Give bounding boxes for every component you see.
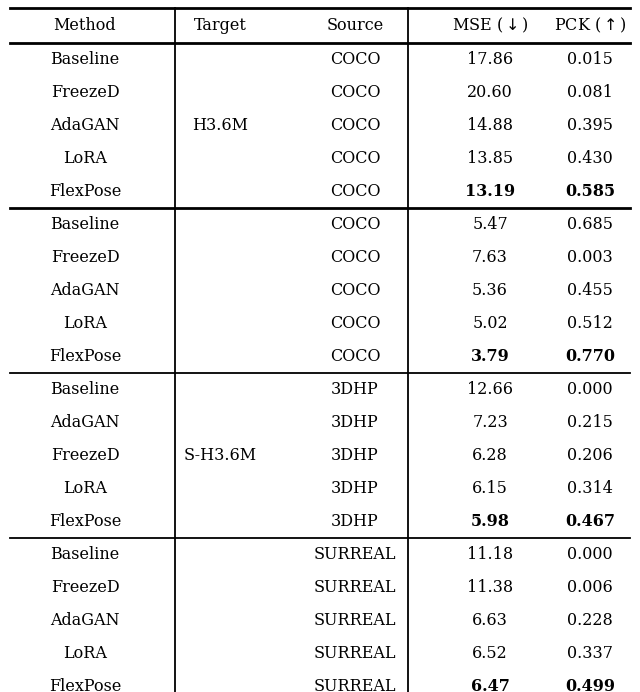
Text: FreezeD: FreezeD — [51, 579, 119, 596]
Text: 7.23: 7.23 — [472, 414, 508, 431]
Text: 0.000: 0.000 — [567, 546, 613, 563]
Text: Source: Source — [326, 17, 383, 34]
Text: Baseline: Baseline — [51, 546, 120, 563]
Text: 0.000: 0.000 — [567, 381, 613, 398]
Text: COCO: COCO — [330, 348, 380, 365]
Text: COCO: COCO — [330, 117, 380, 134]
Text: SURREAL: SURREAL — [314, 645, 396, 662]
Text: 11.18: 11.18 — [467, 546, 513, 563]
Text: COCO: COCO — [330, 150, 380, 167]
Text: 6.47: 6.47 — [470, 678, 509, 692]
Text: AdaGAN: AdaGAN — [51, 414, 120, 431]
Text: 6.15: 6.15 — [472, 480, 508, 497]
Text: 0.015: 0.015 — [567, 51, 613, 68]
Text: 0.455: 0.455 — [567, 282, 613, 299]
Text: 13.85: 13.85 — [467, 150, 513, 167]
Text: MSE ($\downarrow$): MSE ($\downarrow$) — [451, 16, 529, 35]
Text: Baseline: Baseline — [51, 216, 120, 233]
Text: COCO: COCO — [330, 249, 380, 266]
Text: 0.395: 0.395 — [567, 117, 613, 134]
Text: SURREAL: SURREAL — [314, 546, 396, 563]
Text: 0.206: 0.206 — [567, 447, 613, 464]
Text: 14.88: 14.88 — [467, 117, 513, 134]
Text: 0.512: 0.512 — [567, 315, 613, 332]
Text: 5.02: 5.02 — [472, 315, 508, 332]
Text: 0.081: 0.081 — [567, 84, 613, 101]
Text: FreezeD: FreezeD — [51, 249, 119, 266]
Text: 0.467: 0.467 — [565, 513, 615, 530]
Text: 13.19: 13.19 — [465, 183, 515, 200]
Text: COCO: COCO — [330, 282, 380, 299]
Text: AdaGAN: AdaGAN — [51, 282, 120, 299]
Text: COCO: COCO — [330, 315, 380, 332]
Text: 11.38: 11.38 — [467, 579, 513, 596]
Text: Baseline: Baseline — [51, 51, 120, 68]
Text: 0.685: 0.685 — [567, 216, 613, 233]
Text: LoRA: LoRA — [63, 645, 107, 662]
Text: 5.36: 5.36 — [472, 282, 508, 299]
Text: 7.63: 7.63 — [472, 249, 508, 266]
Text: SURREAL: SURREAL — [314, 612, 396, 629]
Text: 0.430: 0.430 — [567, 150, 613, 167]
Text: PCK ($\uparrow$): PCK ($\uparrow$) — [554, 16, 627, 35]
Text: LoRA: LoRA — [63, 150, 107, 167]
Text: FreezeD: FreezeD — [51, 84, 119, 101]
Text: 3DHP: 3DHP — [331, 381, 379, 398]
Text: FreezeD: FreezeD — [51, 447, 119, 464]
Text: H3.6M: H3.6M — [192, 117, 248, 134]
Text: 0.314: 0.314 — [567, 480, 613, 497]
Text: 12.66: 12.66 — [467, 381, 513, 398]
Text: 3DHP: 3DHP — [331, 414, 379, 431]
Text: 0.585: 0.585 — [565, 183, 615, 200]
Text: LoRA: LoRA — [63, 315, 107, 332]
Text: SURREAL: SURREAL — [314, 678, 396, 692]
Text: 20.60: 20.60 — [467, 84, 513, 101]
Text: 0.499: 0.499 — [565, 678, 615, 692]
Text: FlexPose: FlexPose — [49, 348, 121, 365]
Text: 0.006: 0.006 — [567, 579, 613, 596]
Text: 3.79: 3.79 — [470, 348, 509, 365]
Text: FlexPose: FlexPose — [49, 513, 121, 530]
Text: 3DHP: 3DHP — [331, 480, 379, 497]
Text: 0.003: 0.003 — [567, 249, 613, 266]
Text: AdaGAN: AdaGAN — [51, 117, 120, 134]
Text: FlexPose: FlexPose — [49, 183, 121, 200]
Text: Method: Method — [54, 17, 116, 34]
Text: 0.228: 0.228 — [567, 612, 613, 629]
Text: S-H3.6M: S-H3.6M — [184, 447, 257, 464]
Text: 0.770: 0.770 — [565, 348, 615, 365]
Text: COCO: COCO — [330, 84, 380, 101]
Text: 6.63: 6.63 — [472, 612, 508, 629]
Text: 0.215: 0.215 — [567, 414, 613, 431]
Text: 5.47: 5.47 — [472, 216, 508, 233]
Text: 0.337: 0.337 — [567, 645, 613, 662]
Text: FlexPose: FlexPose — [49, 678, 121, 692]
Text: Target: Target — [193, 17, 246, 34]
Text: 3DHP: 3DHP — [331, 513, 379, 530]
Text: 6.28: 6.28 — [472, 447, 508, 464]
Text: 17.86: 17.86 — [467, 51, 513, 68]
Text: 5.98: 5.98 — [470, 513, 509, 530]
Text: LoRA: LoRA — [63, 480, 107, 497]
Text: SURREAL: SURREAL — [314, 579, 396, 596]
Text: 3DHP: 3DHP — [331, 447, 379, 464]
Text: COCO: COCO — [330, 183, 380, 200]
Text: 6.52: 6.52 — [472, 645, 508, 662]
Text: COCO: COCO — [330, 216, 380, 233]
Text: AdaGAN: AdaGAN — [51, 612, 120, 629]
Text: Baseline: Baseline — [51, 381, 120, 398]
Text: COCO: COCO — [330, 51, 380, 68]
